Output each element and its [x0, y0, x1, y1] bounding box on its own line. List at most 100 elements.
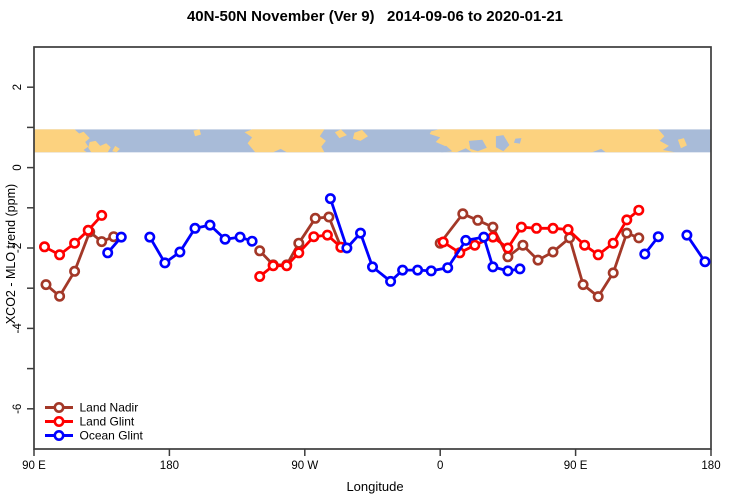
x-tick-label: 90 E: [22, 460, 46, 472]
map-land-region: [677, 138, 687, 149]
map-land-region: [429, 129, 675, 153]
legend-marker-sample: [53, 401, 65, 413]
data-point-ocean-glint: [341, 242, 353, 254]
data-point-ocean-glint: [189, 222, 201, 234]
data-point-land-nadir: [592, 291, 604, 303]
data-point-ocean-glint: [219, 233, 231, 245]
x-tick-label: 90 E: [564, 460, 588, 472]
data-point-land-glint: [562, 224, 574, 236]
data-point-land-glint: [267, 260, 279, 272]
data-point-ocean-glint: [412, 264, 424, 276]
y-tick-label: -4: [12, 323, 24, 334]
data-point-ocean-glint: [174, 246, 186, 258]
data-point-ocean-glint: [115, 231, 127, 243]
legend-marker-sample: [53, 415, 65, 427]
map-sea-region: [434, 145, 453, 153]
map-land-region: [193, 129, 201, 137]
y-tick-label: -2: [12, 243, 24, 253]
data-point-land-nadir: [323, 211, 335, 223]
data-point-land-nadir: [472, 214, 484, 226]
data-point-ocean-glint: [385, 275, 397, 287]
data-point-land-nadir: [96, 236, 108, 248]
data-point-ocean-glint: [502, 265, 514, 277]
data-point-land-glint: [592, 249, 604, 261]
data-point-land-glint: [607, 237, 619, 249]
legend-label-land-nadir: Land Nadir: [80, 401, 139, 415]
map-land-region: [34, 129, 90, 153]
x-tick-label: 180: [160, 460, 179, 472]
data-point-ocean-glint: [478, 231, 490, 243]
map-land-region: [112, 145, 120, 153]
data-point-ocean-glint: [397, 264, 409, 276]
data-point-ocean-glint: [246, 235, 258, 247]
data-point-land-nadir: [633, 232, 645, 244]
data-point-ocean-glint: [681, 229, 693, 241]
data-point-ocean-glint: [366, 261, 378, 273]
data-point-land-glint: [254, 270, 266, 282]
map-sea-region: [495, 135, 510, 152]
data-point-land-nadir: [607, 267, 619, 279]
y-tick-label: -6: [12, 404, 24, 414]
data-point-land-nadir: [293, 237, 305, 249]
map-land-region: [334, 129, 347, 139]
data-point-land-glint: [82, 224, 94, 236]
data-point-land-nadir: [457, 208, 469, 220]
data-point-land-glint: [54, 249, 66, 261]
data-point-land-nadir: [577, 279, 589, 291]
data-point-land-glint: [469, 239, 481, 251]
data-point-ocean-glint: [324, 193, 336, 205]
data-point-land-glint: [281, 260, 293, 272]
data-point-ocean-glint: [442, 262, 454, 274]
legend-label-ocean-glint: Ocean Glint: [80, 429, 144, 443]
x-tick-label: 0: [437, 460, 443, 472]
x-tick-label: 90 W: [291, 460, 318, 472]
x-tick-label: 180: [701, 460, 720, 472]
data-point-land-glint: [308, 231, 320, 243]
map-land-region: [244, 129, 326, 153]
data-point-land-nadir: [69, 265, 81, 277]
data-point-ocean-glint: [514, 263, 526, 275]
data-point-ocean-glint: [460, 234, 472, 246]
data-point-land-glint: [621, 214, 633, 226]
data-point-land-glint: [530, 222, 542, 234]
data-point-land-nadir: [502, 251, 514, 263]
data-point-land-nadir: [487, 221, 499, 233]
data-point-ocean-glint: [354, 227, 366, 239]
data-point-ocean-glint: [159, 257, 171, 269]
data-point-land-nadir: [40, 279, 52, 291]
data-point-ocean-glint: [652, 231, 664, 243]
legend-label-land-glint: Land Glint: [80, 415, 135, 429]
chart-title: 40N-50N November (Ver 9) 2014-09-06 to 2…: [186, 8, 564, 25]
x-axis-title: Longitude: [346, 479, 404, 494]
series-line-ocean-glint: [148, 223, 254, 265]
data-point-ocean-glint: [699, 256, 711, 268]
data-point-ocean-glint: [487, 261, 499, 273]
data-point-land-glint: [293, 247, 305, 259]
data-point-land-glint: [487, 231, 499, 243]
y-tick-label: 2: [12, 84, 24, 90]
data-point-ocean-glint: [102, 247, 114, 259]
map-land-region: [352, 129, 368, 141]
data-point-land-nadir: [309, 212, 321, 224]
data-point-land-nadir: [621, 227, 633, 239]
data-point-land-glint: [38, 241, 50, 253]
data-point-ocean-glint: [425, 265, 437, 277]
y-tick-label: 0: [12, 164, 24, 170]
data-point-land-glint: [515, 221, 527, 233]
data-point-land-glint: [579, 239, 591, 251]
data-point-ocean-glint: [144, 231, 156, 243]
data-point-land-glint: [437, 236, 449, 248]
data-point-land-nadir: [532, 254, 544, 266]
map-sea-region: [468, 139, 487, 152]
data-point-land-glint: [96, 209, 108, 221]
data-point-land-glint: [633, 204, 645, 216]
data-point-ocean-glint: [639, 248, 651, 260]
data-point-land-glint: [547, 222, 559, 234]
data-point-ocean-glint: [234, 231, 246, 243]
data-point-land-nadir: [517, 239, 529, 251]
data-point-ocean-glint: [204, 219, 216, 231]
map-sea-region: [513, 138, 522, 144]
map-land-region: [88, 140, 111, 153]
